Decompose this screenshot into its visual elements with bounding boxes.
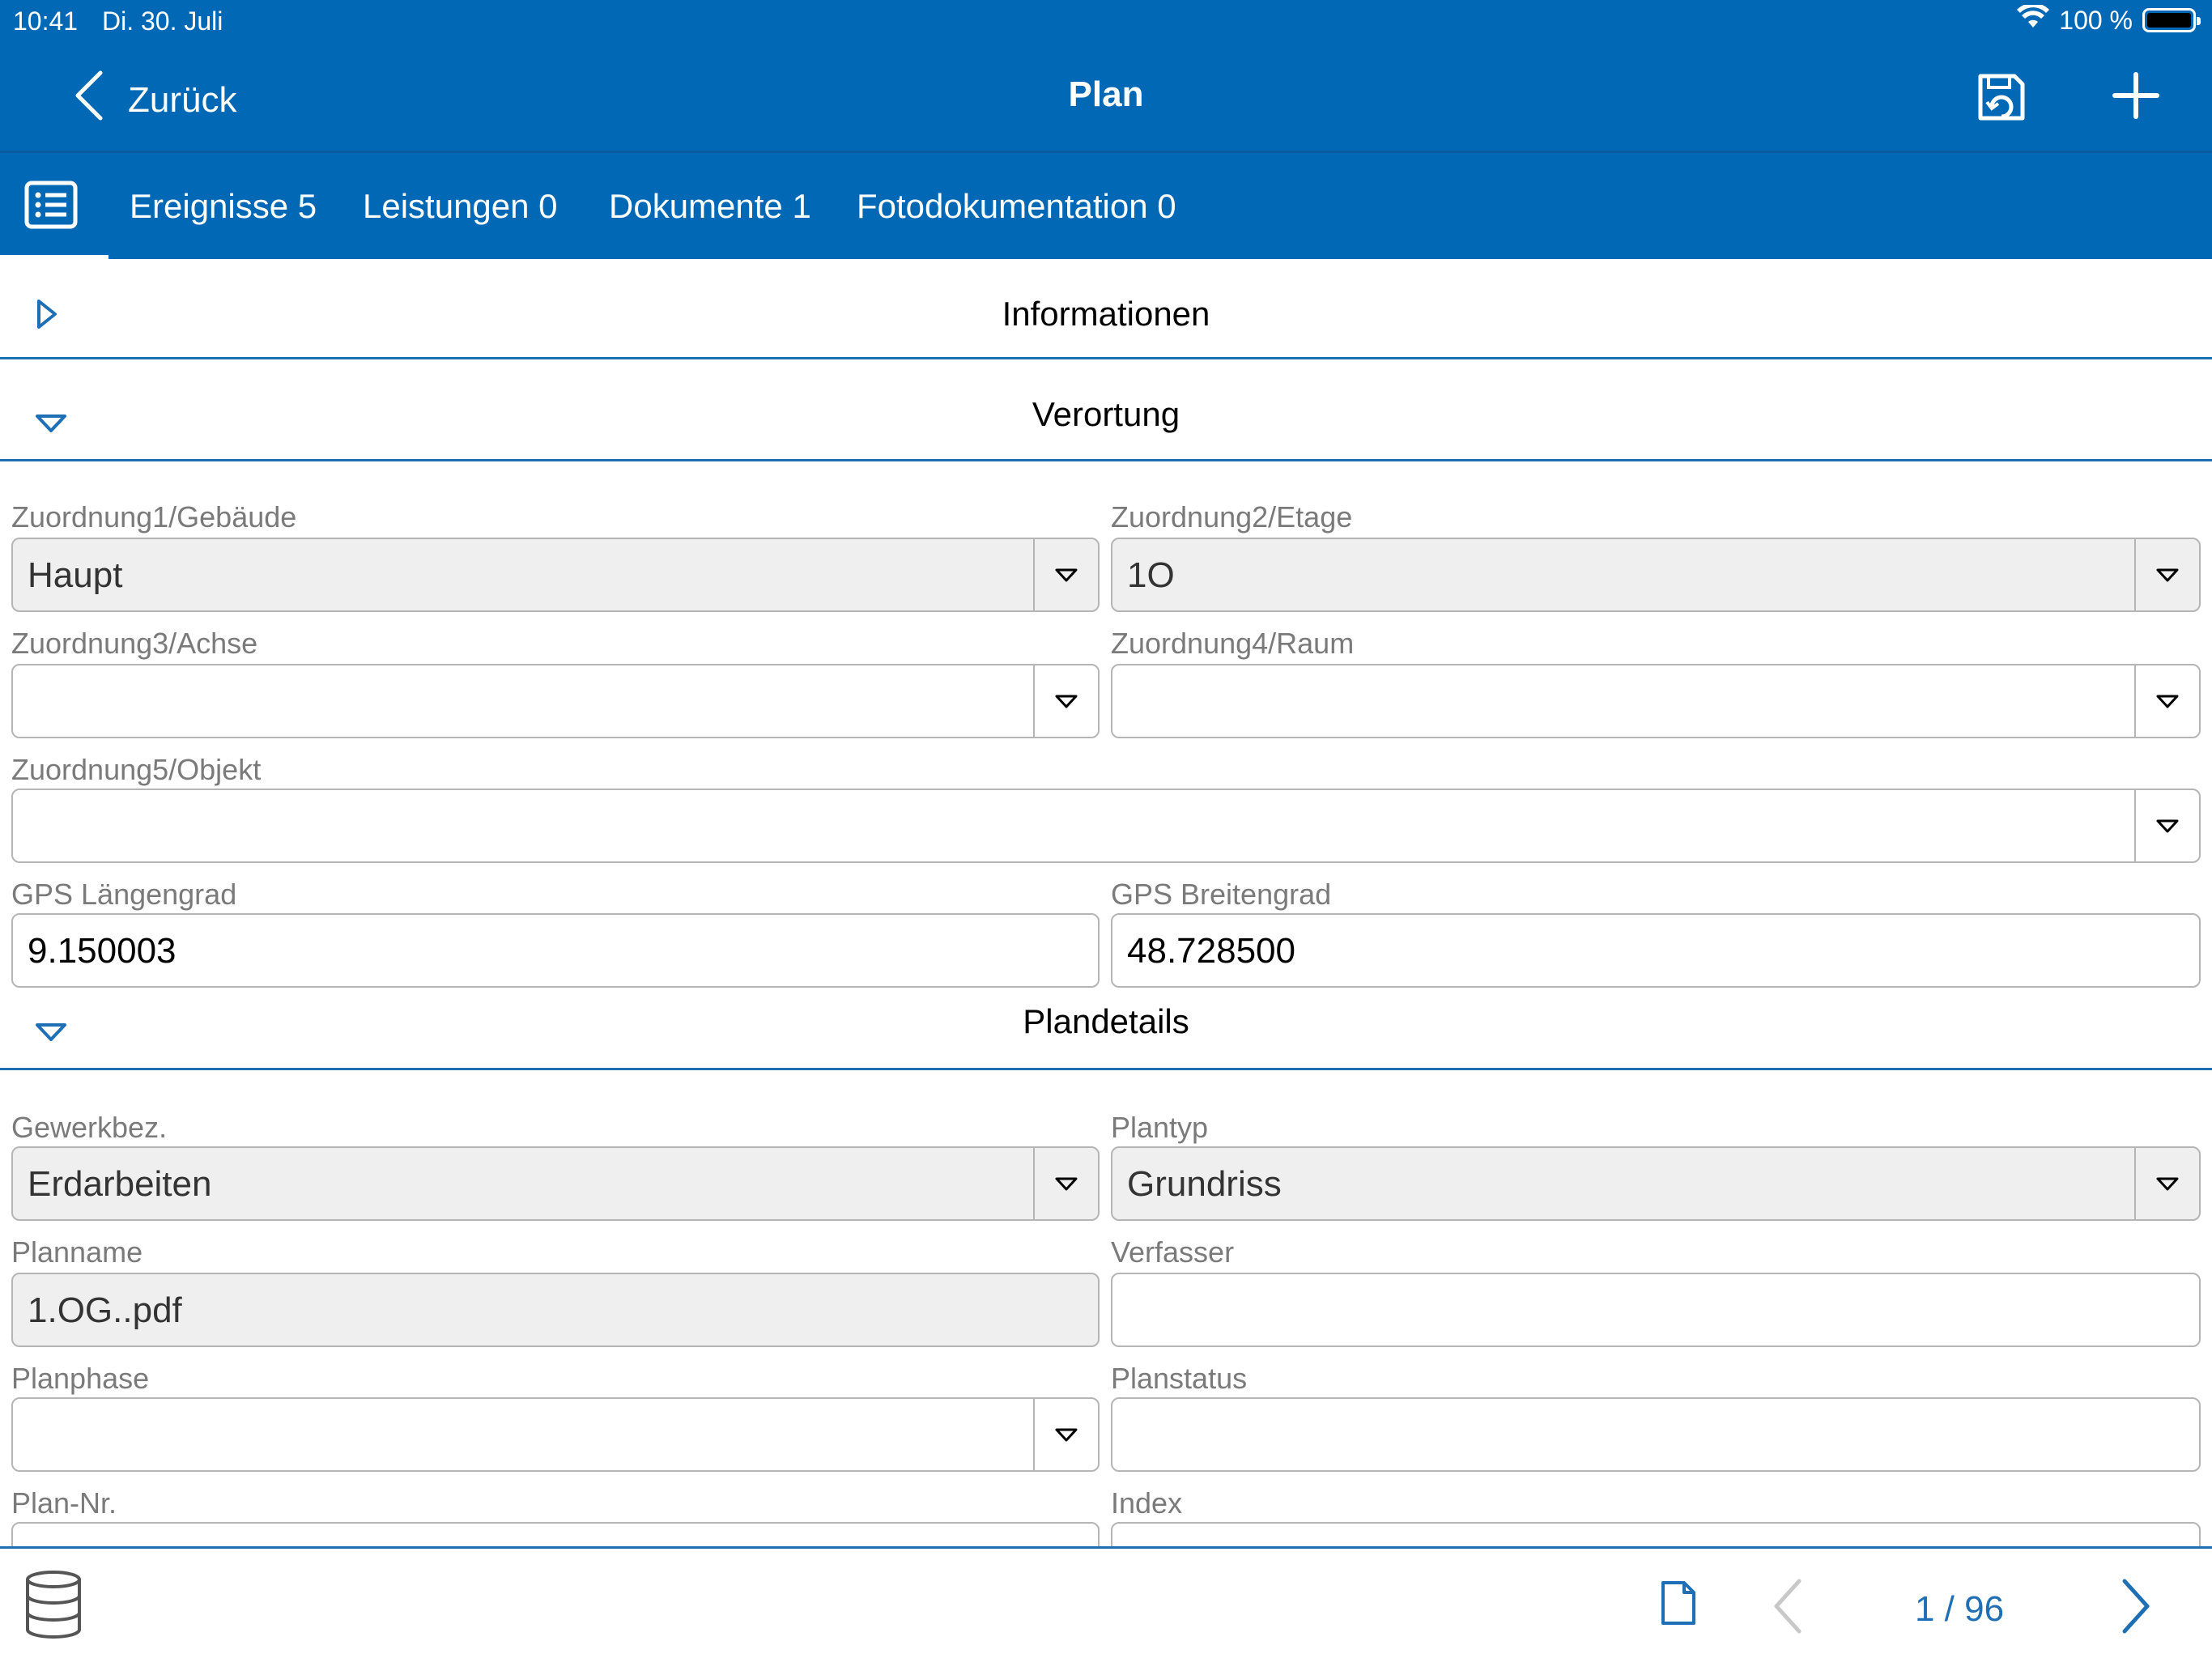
section-title-informationen: Informationen <box>1002 295 1210 333</box>
zuordnung3-select[interactable] <box>11 664 1100 738</box>
planstatus-field[interactable] <box>1111 1397 2201 1472</box>
zuordnung2-select[interactable]: 1O <box>1111 538 2201 612</box>
section-informationen[interactable]: Informationen <box>0 259 2212 359</box>
gewerkbez-label: Gewerkbez. <box>11 1111 168 1144</box>
gps-laengengrad-value: 9.150003 <box>28 931 177 971</box>
battery-percent: 100 % <box>2059 5 2133 35</box>
wifi-icon <box>2017 2 2050 36</box>
gewerkbez-value: Erdarbeiten <box>28 1164 212 1204</box>
page-title: Plan <box>1068 74 1144 114</box>
gps-laengengrad-label: GPS Längengrad <box>11 878 237 911</box>
back-label: Zurück <box>128 79 237 120</box>
gps-breitengrad-value: 48.728500 <box>1127 931 1295 971</box>
plantyp-label: Plantyp <box>1111 1111 1209 1144</box>
tab-ereignisse[interactable]: Ereignisse 5 <box>130 187 317 225</box>
gps-laengengrad-field[interactable]: 9.150003 <box>11 913 1100 988</box>
zuordnung2-label: Zuordnung2/Etage <box>1111 500 1353 534</box>
navigation-bar: Zurück Plan <box>0 42 2212 151</box>
section-title-plandetails: Plandetails <box>1023 1002 1189 1040</box>
verfasser-field[interactable] <box>1111 1273 2201 1347</box>
section-plandetails[interactable]: Plandetails <box>0 970 2212 1070</box>
tab-fotodokumentation[interactable]: Fotodokumentation 0 <box>857 187 1176 225</box>
triangle-down-icon[interactable] <box>34 1020 68 1047</box>
document-icon[interactable] <box>1660 1579 1697 1630</box>
top-header <box>0 0 2212 151</box>
triangle-down-icon[interactable] <box>34 411 68 438</box>
chevron-right-icon[interactable] <box>2120 1578 2152 1639</box>
chevron-down-icon[interactable] <box>1033 1148 1098 1219</box>
section-verortung[interactable]: Verortung <box>0 361 2212 461</box>
zuordnung1-value: Haupt <box>28 555 123 595</box>
plantyp-value: Grundriss <box>1127 1164 1282 1204</box>
gps-breitengrad-field[interactable]: 48.728500 <box>1111 913 2201 988</box>
tab-bar: Ereignisse 5 Leistungen 0 Dokumente 1 Fo… <box>0 151 2212 259</box>
save-icon <box>1976 74 2027 126</box>
index-field[interactable] <box>1111 1522 2201 1546</box>
section-title-verortung: Verortung <box>1032 395 1180 433</box>
chevron-left-icon <box>73 70 105 130</box>
back-button[interactable]: Zurück <box>73 70 236 130</box>
status-date: Di. 30. Juli <box>102 6 223 36</box>
save-button[interactable] <box>1976 71 2027 127</box>
gewerkbez-select[interactable]: Erdarbeiten <box>11 1146 1100 1221</box>
chevron-down-icon[interactable] <box>1033 1399 1098 1470</box>
planname-label: Planname <box>11 1235 143 1269</box>
zuordnung4-label: Zuordnung4/Raum <box>1111 627 1355 660</box>
tab-dokumente[interactable]: Dokumente 1 <box>609 187 811 225</box>
gps-breitengrad-label: GPS Breitengrad <box>1111 878 1332 911</box>
zuordnung1-label: Zuordnung1/Gebäude <box>11 500 297 534</box>
status-bar: 10:41 Di. 30. Juli 100 % <box>0 0 2212 42</box>
chevron-left-icon[interactable] <box>1772 1578 1804 1639</box>
form-content: Informationen Verortung Zuordnung1/Gebäu… <box>0 259 2212 1546</box>
plantyp-select[interactable]: Grundriss <box>1111 1146 2201 1221</box>
plus-icon <box>2112 72 2160 123</box>
zuordnung1-select[interactable]: Haupt <box>11 538 1100 612</box>
plan-nr-label: Plan-Nr. <box>11 1486 117 1520</box>
chevron-down-icon[interactable] <box>2134 539 2199 610</box>
status-time: 10:41 <box>13 6 79 36</box>
chevron-down-icon[interactable] <box>2134 665 2199 737</box>
chevron-down-icon[interactable] <box>2134 790 2199 861</box>
active-tab-indicator <box>0 255 108 259</box>
tab-details[interactable] <box>24 181 81 229</box>
zuordnung5-select[interactable] <box>11 789 2201 863</box>
planphase-select[interactable] <box>11 1397 1100 1472</box>
planphase-label: Planphase <box>11 1362 150 1395</box>
planname-field[interactable]: 1.OG..pdf <box>11 1273 1100 1347</box>
list-icon <box>24 181 78 232</box>
triangle-right-icon[interactable] <box>34 298 58 334</box>
chevron-down-icon[interactable] <box>2134 1148 2199 1219</box>
verfasser-label: Verfasser <box>1111 1235 1235 1269</box>
chevron-down-icon[interactable] <box>1033 539 1098 610</box>
status-right: 100 % <box>2017 2 2201 36</box>
zuordnung3-label: Zuordnung3/Achse <box>11 627 258 660</box>
tab-leistungen[interactable]: Leistungen 0 <box>363 187 558 225</box>
planstatus-label: Planstatus <box>1111 1362 1248 1395</box>
zuordnung2-value: 1O <box>1127 555 1175 595</box>
add-button[interactable] <box>2112 71 2160 124</box>
planname-value: 1.OG..pdf <box>28 1290 182 1330</box>
zuordnung5-label: Zuordnung5/Objekt <box>11 753 262 786</box>
database-icon[interactable] <box>23 1570 84 1643</box>
page-counter: 1 / 96 <box>1914 1589 2005 1629</box>
battery-icon <box>2142 8 2201 32</box>
plan-nr-field[interactable] <box>11 1522 1100 1546</box>
index-label: Index <box>1111 1486 1183 1520</box>
chevron-down-icon[interactable] <box>1033 665 1098 737</box>
zuordnung4-select[interactable] <box>1111 664 2201 738</box>
bottom-toolbar: 1 / 96 <box>0 1546 2212 1658</box>
